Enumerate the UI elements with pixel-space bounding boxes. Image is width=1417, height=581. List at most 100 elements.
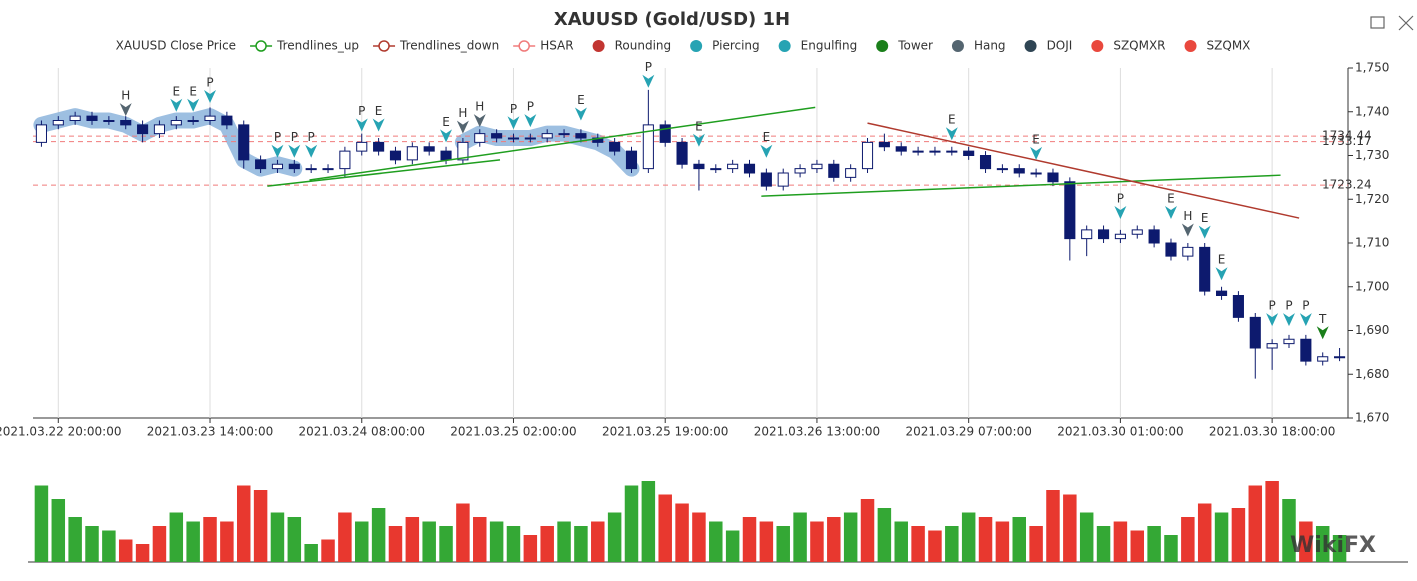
volume-bar bbox=[624, 485, 639, 562]
legend-label: SZQMX bbox=[1207, 39, 1251, 53]
volume-bar bbox=[1147, 526, 1161, 562]
volume-bar bbox=[220, 521, 234, 562]
signal-label: H bbox=[475, 100, 484, 114]
volume-bar bbox=[68, 517, 82, 562]
candle-body bbox=[255, 159, 267, 170]
y-tick-label: 1,730 bbox=[1355, 148, 1389, 162]
candle-body bbox=[727, 163, 739, 170]
volume-bar bbox=[152, 526, 167, 562]
volume-bar bbox=[995, 521, 1010, 562]
signal-marker bbox=[204, 90, 217, 103]
signal-marker bbox=[1299, 313, 1312, 327]
legend-label: Trendlines_up bbox=[276, 39, 359, 53]
candle-body bbox=[979, 155, 992, 170]
signal-label: P bbox=[1269, 299, 1276, 313]
candle-body bbox=[676, 141, 688, 165]
signal-label: P bbox=[1117, 191, 1124, 205]
signal-marker bbox=[288, 144, 301, 158]
candle-body bbox=[120, 120, 132, 126]
candle-body bbox=[1317, 356, 1329, 362]
candle-body bbox=[710, 168, 722, 171]
volume-bar bbox=[1282, 499, 1296, 562]
toolbox[interactable] bbox=[1370, 15, 1414, 31]
signal-marker bbox=[574, 107, 587, 121]
legend-symbol bbox=[1091, 40, 1104, 52]
candle-body bbox=[204, 115, 216, 121]
x-tick-label: 2021.03.30 18:00:00 bbox=[1209, 425, 1335, 439]
volume-bar bbox=[422, 521, 436, 562]
candle-body bbox=[524, 137, 536, 140]
candle-body bbox=[187, 120, 199, 122]
volume-bar bbox=[85, 526, 99, 562]
y-tick-label: 1,740 bbox=[1355, 104, 1389, 118]
signal-marker bbox=[1282, 313, 1295, 327]
signal-marker bbox=[945, 127, 958, 141]
hsar-label: 1723.24 bbox=[1322, 178, 1372, 192]
signal-marker bbox=[1181, 223, 1194, 237]
volume-bar bbox=[270, 512, 285, 562]
signal-marker bbox=[1215, 267, 1228, 281]
signal-marker bbox=[187, 98, 200, 112]
volume-bar bbox=[473, 517, 487, 562]
signal-label: P bbox=[291, 130, 298, 144]
y-tick-label: 1,680 bbox=[1355, 367, 1389, 381]
signal-marker bbox=[170, 98, 183, 112]
candle-body bbox=[35, 124, 47, 143]
volume-bar bbox=[1079, 512, 1094, 562]
candle-body bbox=[474, 133, 486, 143]
candle-body bbox=[693, 163, 705, 170]
x-tick-label: 2021.03.25 02:00:00 bbox=[450, 425, 576, 439]
volume-bar bbox=[1063, 494, 1077, 562]
candle-body bbox=[457, 141, 469, 161]
signal-marker bbox=[355, 118, 368, 132]
candle-body bbox=[406, 146, 418, 161]
volume-bar bbox=[405, 517, 420, 562]
signal-label: E bbox=[173, 84, 181, 98]
signal-marker bbox=[119, 103, 132, 117]
signal-marker bbox=[507, 116, 520, 130]
candle-body bbox=[1064, 181, 1076, 240]
volume-bar bbox=[388, 526, 403, 562]
candle-body bbox=[52, 120, 64, 126]
watermark: WikiFX bbox=[1290, 533, 1376, 558]
signal-label: P bbox=[510, 102, 517, 116]
volume-bar bbox=[1130, 530, 1145, 562]
legend-symbol bbox=[592, 40, 605, 52]
signal-label: H bbox=[121, 89, 130, 103]
volume-bar bbox=[843, 512, 858, 562]
legend-label: Piercing bbox=[712, 39, 760, 53]
chart-title: XAUUSD (Gold/USD) 1H bbox=[554, 9, 790, 30]
candle-body bbox=[777, 172, 789, 187]
legend-label: Rounding bbox=[615, 39, 672, 53]
signal-label: P bbox=[527, 100, 534, 114]
signal-marker bbox=[1316, 326, 1329, 340]
volume-bar bbox=[371, 508, 386, 562]
signal-label: E bbox=[1218, 253, 1226, 267]
candle-body bbox=[895, 146, 907, 152]
volume-bar bbox=[236, 485, 251, 562]
volume-bar bbox=[591, 521, 605, 562]
volume-bar bbox=[692, 512, 706, 562]
candle-body bbox=[811, 163, 823, 170]
volume-bar bbox=[776, 526, 790, 562]
candle-body bbox=[440, 150, 452, 161]
candle-body bbox=[541, 133, 553, 139]
candle-body bbox=[1114, 233, 1126, 240]
trendline bbox=[867, 122, 1300, 219]
candle-body bbox=[794, 168, 806, 174]
candle-body bbox=[305, 168, 317, 171]
zoom-icon[interactable] bbox=[1370, 16, 1385, 29]
legend-label: XAUUSD Close Price bbox=[116, 39, 236, 53]
signal-label: E bbox=[1167, 191, 1175, 205]
volume-bar bbox=[894, 521, 908, 562]
legend-label: Tower bbox=[897, 39, 933, 53]
restore-icon[interactable] bbox=[1398, 15, 1414, 31]
x-tick-label: 2021.03.22 20:00:00 bbox=[0, 425, 121, 439]
volume-bar bbox=[978, 517, 993, 562]
volume-bar bbox=[1029, 526, 1043, 562]
candle-body bbox=[1300, 338, 1312, 362]
candle-body bbox=[373, 141, 385, 152]
signal-marker bbox=[305, 144, 318, 158]
signal-label: E bbox=[695, 119, 703, 133]
signal-marker bbox=[372, 118, 385, 132]
